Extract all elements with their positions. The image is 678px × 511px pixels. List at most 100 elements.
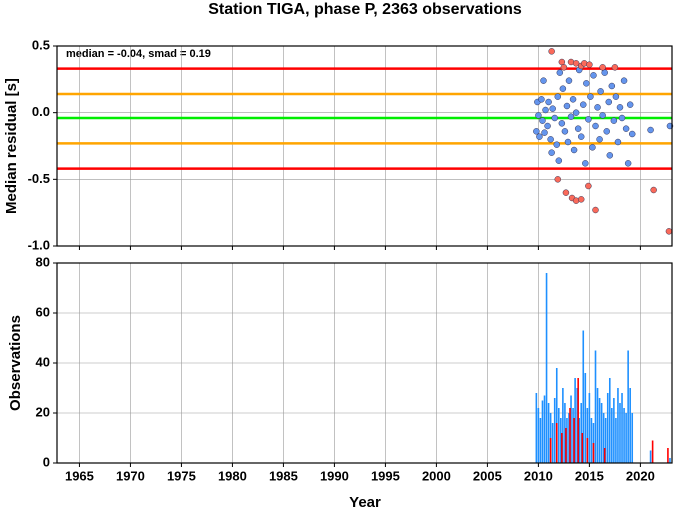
point: [596, 136, 603, 143]
bar: [574, 378, 576, 463]
point: [560, 64, 568, 71]
point: [586, 61, 593, 68]
chart-title: Station TIGA, phase P, 2363 observations: [208, 1, 522, 18]
bar: [651, 440, 654, 463]
point: [569, 96, 577, 103]
y-axis-label: Median residual [s]: [3, 78, 20, 214]
bar: [603, 448, 606, 463]
bar: [594, 350, 597, 463]
point: [628, 130, 636, 138]
point: [605, 98, 613, 106]
bar: [584, 373, 587, 463]
y-tick-label: 40: [36, 354, 50, 369]
bar: [606, 393, 609, 463]
point: [594, 104, 601, 111]
bar: [541, 400, 544, 463]
bar: [555, 423, 558, 463]
point: [542, 106, 549, 114]
bar: [586, 408, 589, 463]
y-axis-label: Observations: [7, 315, 24, 411]
point: [541, 129, 548, 136]
bar: [572, 408, 574, 463]
point: [572, 109, 580, 116]
bar: [557, 408, 560, 463]
point: [548, 48, 555, 55]
x-tick-label: 1970: [116, 468, 145, 483]
point: [606, 152, 614, 159]
bar: [537, 408, 540, 463]
point: [544, 122, 551, 130]
bar: [578, 418, 580, 463]
bar: [551, 423, 554, 463]
point: [585, 182, 592, 190]
point: [616, 104, 624, 111]
y-tick-label: -0.5: [28, 171, 50, 186]
bar: [577, 378, 579, 463]
bar: [669, 458, 671, 463]
bar: [608, 378, 611, 463]
point: [608, 82, 616, 90]
point: [587, 93, 594, 100]
y-tick-label: 20: [36, 404, 50, 419]
point: [567, 113, 575, 120]
point: [585, 116, 592, 123]
bar: [615, 418, 617, 463]
point: [559, 85, 567, 92]
point: [599, 64, 606, 71]
x-axis-label: Year: [349, 494, 381, 511]
bar: [613, 398, 615, 463]
point: [554, 176, 562, 183]
bar: [545, 273, 548, 463]
point: [554, 93, 562, 100]
point: [583, 80, 590, 87]
y-tick-label: 0.0: [32, 104, 50, 119]
plot-frame: [56, 262, 673, 464]
point: [572, 60, 580, 67]
y-tick-label: -1.0: [28, 237, 50, 252]
bar: [604, 418, 607, 463]
bar: [586, 438, 589, 463]
point: [650, 186, 657, 194]
point: [562, 189, 570, 196]
point: [551, 114, 558, 122]
point: [618, 114, 626, 122]
point: [548, 149, 555, 156]
point: [565, 77, 573, 84]
x-tick-label: 1965: [65, 468, 94, 483]
point: [570, 146, 578, 154]
point: [563, 102, 571, 110]
x-tick-label: 2010: [524, 468, 553, 483]
bar: [549, 438, 552, 463]
bar: [535, 393, 538, 463]
point: [545, 98, 552, 106]
point: [614, 138, 622, 146]
bar: [553, 398, 556, 463]
point: [539, 117, 546, 124]
point: [647, 126, 654, 134]
bar: [619, 403, 621, 463]
bar: [625, 413, 627, 463]
bar: [631, 413, 634, 463]
point: [564, 138, 572, 146]
bar: [539, 418, 542, 463]
y-tick-label: 0: [43, 454, 50, 469]
point: [556, 69, 564, 76]
bar: [564, 403, 566, 463]
x-tick-label: 1985: [269, 468, 298, 483]
annotation: median = -0.04, smad = 0.19: [66, 48, 211, 60]
bar: [570, 395, 572, 463]
point: [555, 157, 563, 164]
bar: [621, 393, 623, 463]
x-tick-label: 2000: [422, 468, 451, 483]
point: [592, 206, 599, 214]
bar: [573, 418, 575, 463]
bar: [582, 330, 585, 463]
bar: [600, 403, 603, 463]
bar: [581, 433, 584, 463]
point: [558, 120, 566, 127]
point: [592, 122, 599, 130]
bar: [561, 433, 563, 463]
bar: [596, 388, 599, 463]
point: [626, 101, 634, 108]
